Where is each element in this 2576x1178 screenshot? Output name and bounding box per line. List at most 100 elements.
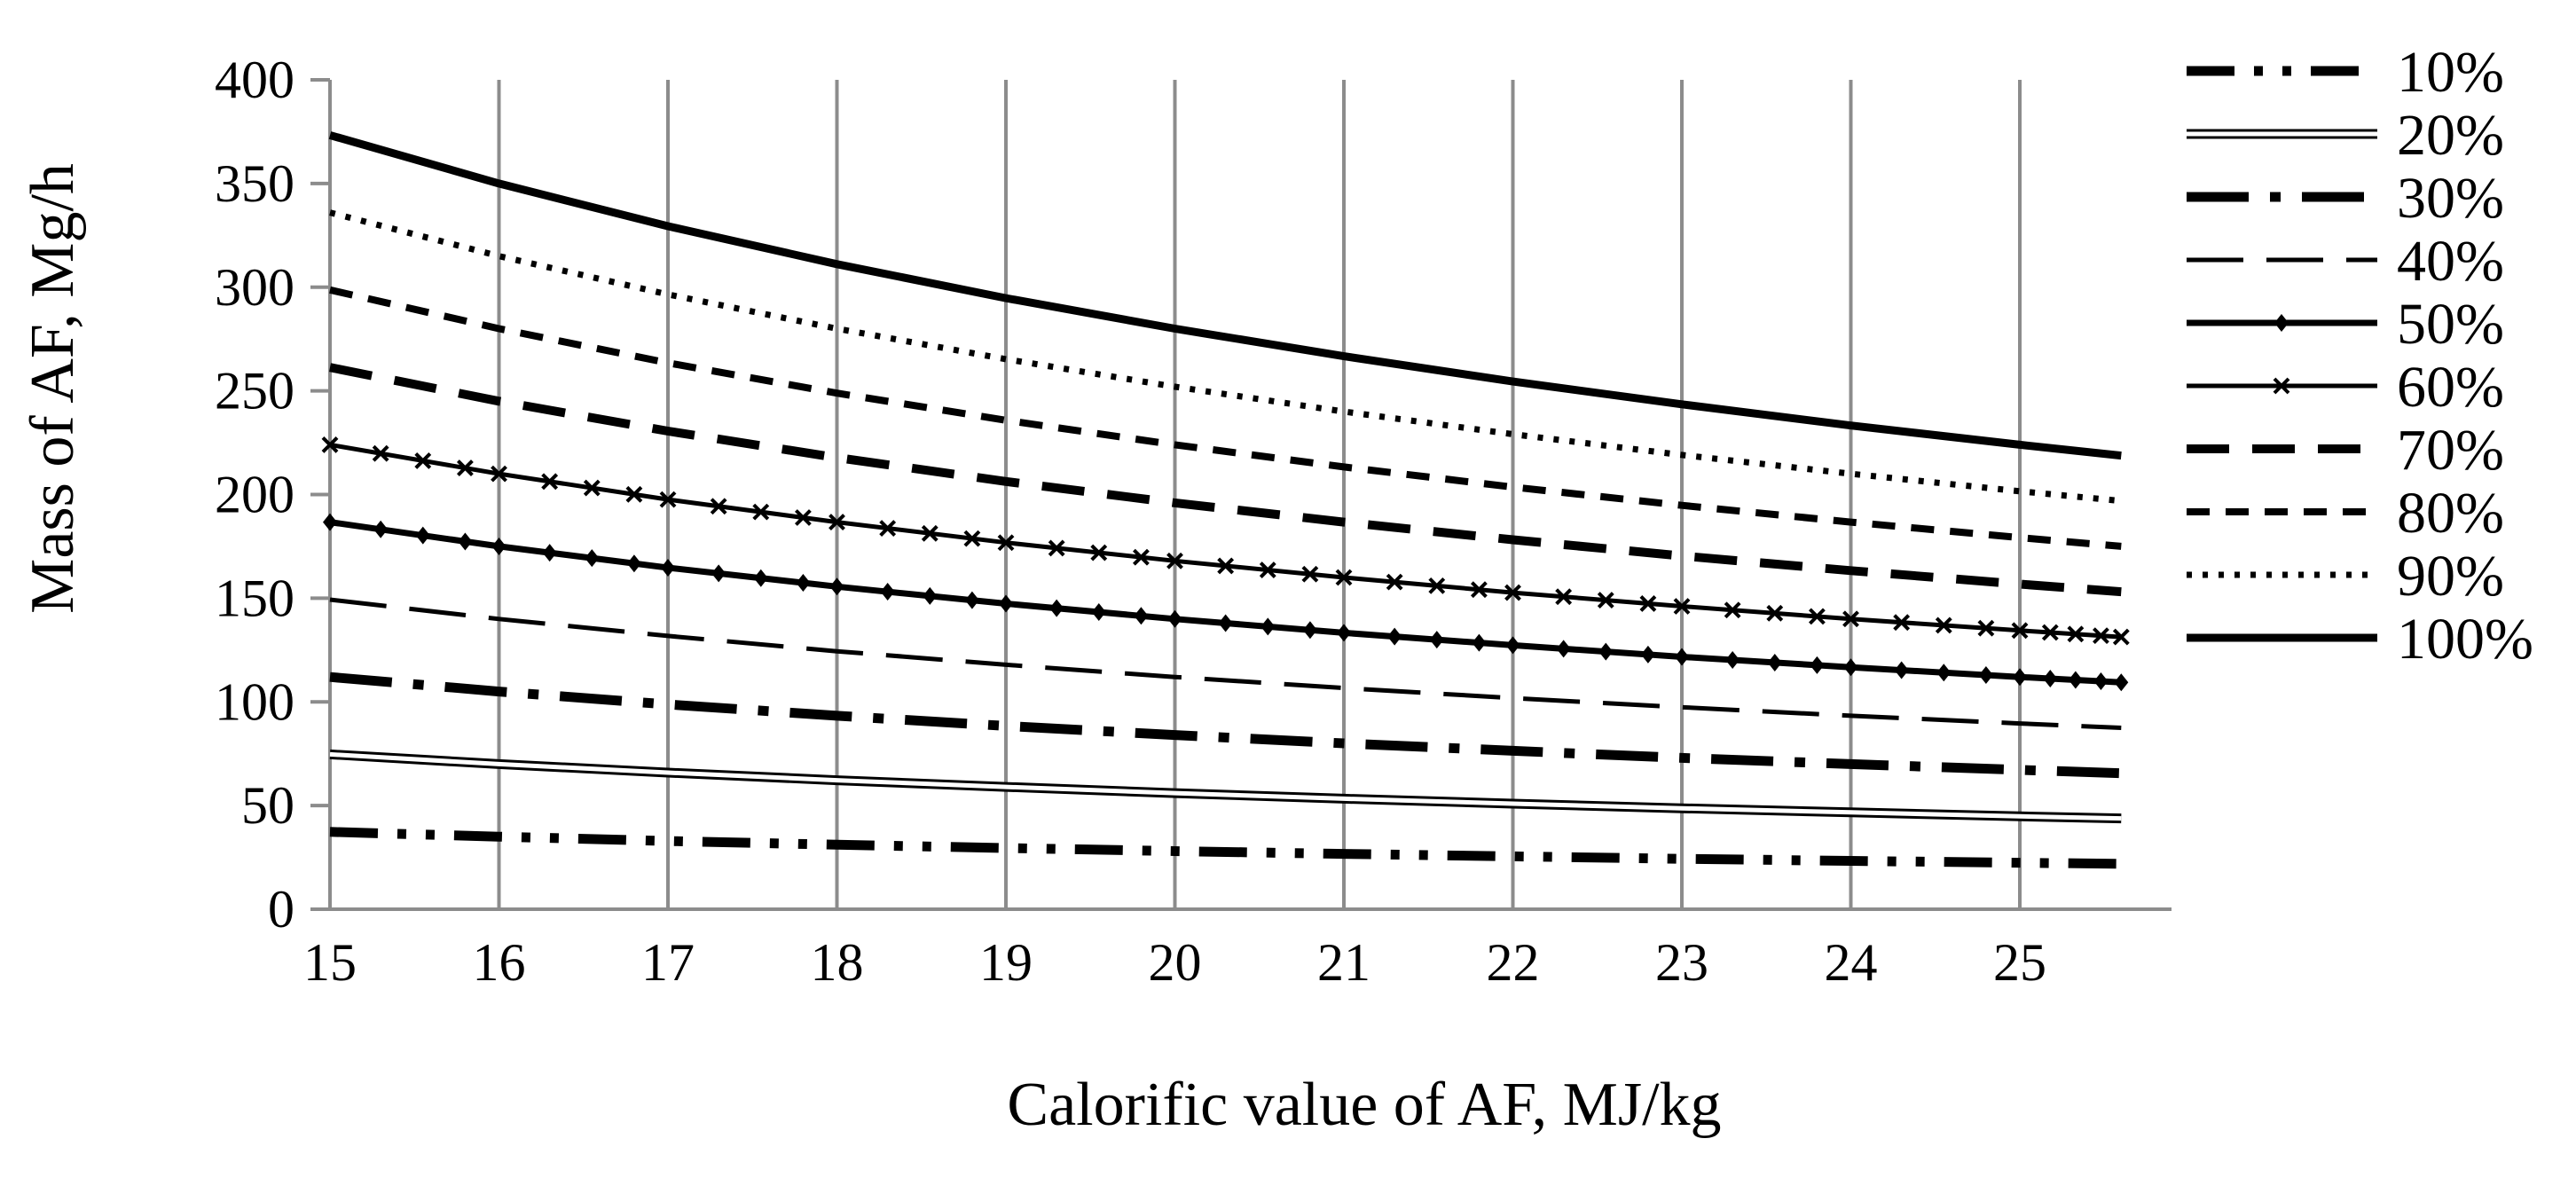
marker-60%-mid-1-1: [583, 479, 601, 497]
marker-50%-mid-5-2: [1302, 621, 1317, 640]
legend-label-40%: 40%: [2397, 229, 2504, 294]
series-50%: [323, 513, 2129, 692]
marker-50%-25.6: [2114, 673, 2129, 692]
marker-60%-mid-8-2: [1808, 608, 1826, 625]
marker-50%-mid-1-1: [585, 549, 600, 568]
series-line-70%: [329, 363, 2122, 597]
series-line-20%-inner: [329, 751, 2122, 821]
series-80%: [329, 286, 2122, 550]
x-tick-label-24: 24: [1825, 933, 1878, 992]
marker-50%-mid-0-1: [415, 526, 430, 545]
legend-marker-60%: [2273, 377, 2290, 395]
marker-50%-19: [999, 594, 1013, 613]
x-tick-label-15: 15: [303, 933, 357, 992]
legend-label-60%: 60%: [2397, 355, 2504, 420]
legend-label-90%: 90%: [2397, 544, 2504, 609]
legend-label-10%: 10%: [2397, 40, 2504, 105]
y-tick-label-150: 150: [215, 569, 295, 627]
marker-50%-mid-10-0: [2043, 670, 2058, 688]
series-40%: [329, 597, 2122, 730]
marker-50%-mid-9-2: [1978, 666, 1993, 685]
marker-50%-24: [1843, 658, 1858, 677]
x-tick-label-19: 19: [979, 933, 1033, 992]
marker-50%-15: [323, 513, 337, 531]
marker-50%-18: [829, 577, 844, 596]
marker-50%-17: [661, 559, 675, 577]
y-tick-label-50: 50: [241, 776, 295, 835]
marker-60%-mid-2-1: [752, 503, 770, 521]
vertical-gridlines: [497, 80, 2022, 909]
marker-60%-21: [1335, 569, 1353, 586]
marker-60%-mid-2-2: [794, 509, 812, 526]
series-line-80%: [329, 286, 2122, 550]
x-tick-label-20: 20: [1149, 933, 1202, 992]
y-tick-label-250: 250: [215, 362, 295, 420]
x-tick-label-25: 25: [1993, 933, 2046, 992]
marker-50%-mid-2-1: [753, 569, 768, 587]
marker-60%-16: [491, 465, 507, 483]
legend-item-10%: 10%: [2187, 40, 2504, 105]
marker-50%-mid-0-0: [373, 520, 389, 538]
marker-50%-23: [1675, 648, 1689, 666]
marker-60%-mid-9-0: [1893, 614, 1911, 632]
marker-60%-23: [1673, 598, 1691, 615]
x-tick-label-16: 16: [473, 933, 526, 992]
legend-item-60%: 60%: [2187, 355, 2504, 420]
marker-60%-mid-10-1: [2067, 625, 2085, 643]
legend-item-70%: 70%: [2187, 418, 2504, 483]
marker-50%-20: [1167, 609, 1182, 628]
marker-60%-mid-10-2: [2093, 627, 2109, 645]
legend-item-20%: 20%: [2187, 103, 2504, 168]
marker-60%-mid-8-1: [1766, 604, 1784, 622]
legend-label-70%: 70%: [2397, 418, 2504, 483]
marker-50%-mid-4-2: [1134, 607, 1149, 625]
legend-item-40%: 40%: [2187, 229, 2504, 294]
marker-60%-22: [1504, 584, 1521, 601]
series-line-30%: [329, 671, 2122, 779]
y-tick-label-100: 100: [215, 672, 295, 731]
x-tick-label-17: 17: [641, 933, 695, 992]
marker-60%-mid-0-0: [372, 444, 389, 462]
marker-60%-mid-4-2: [1132, 548, 1150, 566]
series-70%: [329, 363, 2122, 597]
marker-60%-mid-4-1: [1090, 544, 1108, 562]
marker-60%-mid-10-0: [2041, 624, 2059, 641]
marker-60%-mid-0-2: [456, 459, 474, 476]
marker-50%-mid-7-2: [1640, 645, 1655, 664]
marker-60%-mid-7-2: [1639, 594, 1657, 612]
marker-50%-mid-6-1: [1429, 631, 1444, 649]
marker-50%-mid-8-2: [1810, 656, 1825, 674]
marker-60%-18: [829, 514, 845, 531]
legend-label-30%: 30%: [2397, 166, 2504, 231]
marker-50%-mid-4-0: [1049, 599, 1064, 617]
marker-60%-mid-0-1: [414, 452, 432, 469]
marker-60%-mid-5-1: [1259, 562, 1276, 578]
marker-50%-mid-4-1: [1091, 602, 1106, 621]
x-tick-label-18: 18: [811, 933, 864, 992]
marker-60%-mid-8-0: [1724, 601, 1741, 619]
marker-60%-mid-6-1: [1428, 577, 1446, 594]
marker-50%-mid-0-2: [458, 532, 473, 551]
marker-60%-mid-7-0: [1555, 588, 1573, 606]
marker-60%-17: [659, 491, 677, 508]
marker-50%-mid-1-0: [542, 544, 557, 562]
series-line-60%: [329, 442, 2122, 640]
marker-60%-mid-4-0: [1048, 539, 1065, 557]
series-100%: [328, 131, 2122, 460]
legend-label-20%: 20%: [2397, 103, 2504, 168]
marker-60%-mid-5-2: [1301, 565, 1319, 583]
marker-50%-mid-3-0: [880, 583, 895, 601]
marker-60%-mid-6-0: [1386, 573, 1403, 591]
marker-50%-mid-7-0: [1556, 640, 1571, 658]
y-tick-label-300: 300: [215, 258, 295, 317]
marker-50%-mid-5-0: [1218, 614, 1233, 632]
marker-50%-mid-3-1: [923, 586, 938, 605]
marker-60%-mid-2-0: [710, 498, 727, 515]
marker-50%-mid-10-1: [2068, 671, 2083, 689]
marker-60%-mid-3-1: [921, 524, 939, 542]
marker-60%-mid-3-2: [963, 530, 981, 547]
marker-60%-mid-3-0: [879, 520, 897, 537]
x-axis-title: Calorific value of AF, MJ/kg: [1007, 1071, 1721, 1139]
marker-60%-15: [321, 436, 339, 453]
